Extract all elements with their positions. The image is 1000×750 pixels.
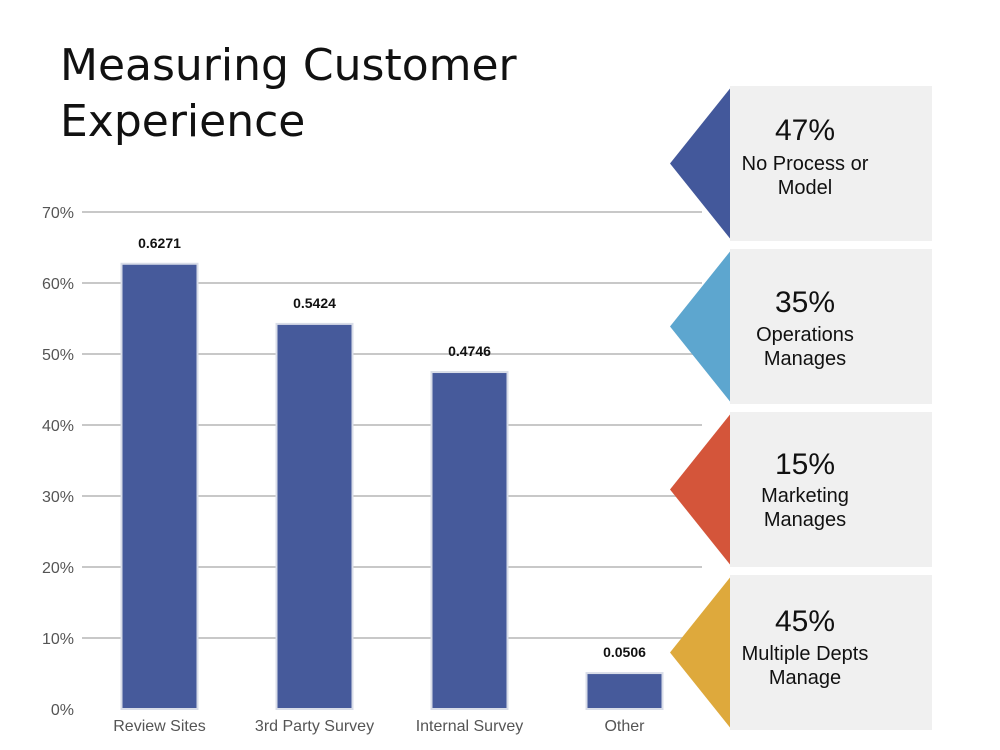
x-tick-label: Internal Survey — [416, 718, 524, 735]
callout-text-line-1: Multiple Depts — [741, 643, 869, 665]
callout-text-line-2: Manage — [768, 667, 842, 689]
x-tick-label: Review Sites — [113, 718, 205, 735]
title-line-2: Experience — [60, 96, 306, 147]
callout-percent: 45% — [774, 605, 836, 638]
callout-percent: 15% — [774, 448, 836, 481]
callout-text-line-2: Manages — [763, 509, 847, 531]
bar — [120, 262, 199, 710]
y-tick-label: 50% — [42, 347, 74, 364]
callout-pointer-icon — [670, 249, 732, 404]
callout-text-line-2: Model — [777, 177, 833, 199]
data-label: 0.0506 — [603, 644, 646, 660]
y-tick-label: 10% — [42, 631, 74, 648]
x-tick-label: Other — [604, 718, 645, 735]
y-tick-label: 70% — [42, 205, 74, 222]
callout-percent: 47% — [774, 114, 836, 147]
callout-marketing: 15% Marketing Manages — [670, 412, 932, 567]
callout-pointer-icon — [670, 575, 732, 730]
y-tick-label: 30% — [42, 489, 74, 506]
y-tick-label: 40% — [42, 418, 74, 435]
callout-box — [730, 249, 932, 404]
callout-pointer-icon — [670, 86, 732, 241]
bar — [430, 371, 509, 710]
callout-box — [730, 575, 932, 730]
callout-text-line-1: Marketing — [761, 485, 849, 507]
callout-text-line-1: Operations — [756, 324, 854, 346]
bar — [275, 322, 354, 710]
callout-text-line-2: Manages — [763, 348, 847, 370]
data-label: 0.4746 — [448, 343, 491, 359]
bar — [585, 672, 664, 710]
callout-box — [730, 86, 932, 241]
callout-pointer-icon — [670, 412, 732, 567]
data-label: 0.6271 — [138, 235, 181, 251]
data-label: 0.5424 — [293, 295, 336, 311]
slide-title: Measuring Customer Experience — [60, 38, 620, 150]
callout-percent: 35% — [774, 286, 836, 319]
callout-no-process: 47% No Process or Model — [670, 86, 932, 241]
y-tick-label: 20% — [42, 560, 74, 577]
callout-operations: 35% Operations Manages — [670, 249, 932, 404]
y-tick-label: 60% — [42, 276, 74, 293]
callout-multiple-depts: 45% Multiple Depts Manage — [670, 575, 932, 730]
title-line-1: Measuring Customer — [60, 40, 517, 91]
y-tick-label: 0% — [51, 702, 74, 719]
x-tick-label: 3rd Party Survey — [255, 718, 374, 735]
callout-text-line-1: No Process or — [741, 153, 869, 175]
callout-box — [730, 412, 932, 567]
